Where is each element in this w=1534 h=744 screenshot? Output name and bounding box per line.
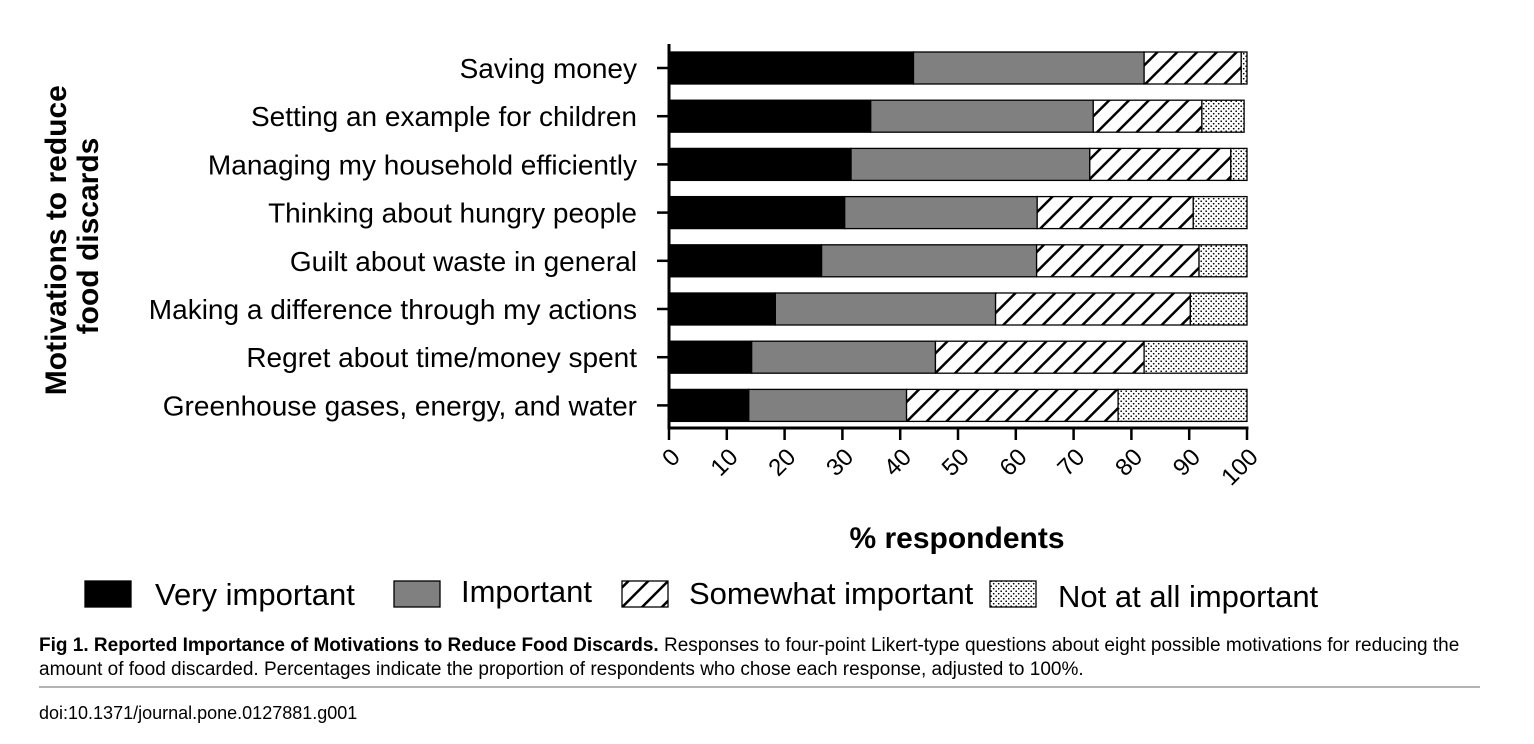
category-label-6: Making a difference through my actions bbox=[149, 294, 637, 325]
bar-somewhat-important-1 bbox=[1143, 51, 1242, 85]
bar-not-at-all-important-2 bbox=[1201, 99, 1245, 133]
bar-somewhat-important-2 bbox=[1092, 99, 1203, 133]
bar-very-important-3 bbox=[668, 147, 852, 182]
bars-layer bbox=[668, 51, 1248, 423]
bar-very-important-6 bbox=[668, 292, 777, 326]
bar-very-important-4 bbox=[668, 195, 846, 230]
x-axis-title: % respondents bbox=[849, 522, 1064, 555]
stacked-bar-chart: Motivations to reduce food discards Savi… bbox=[40, 44, 1319, 614]
category-label-3: Managing my household efficiently bbox=[208, 149, 637, 180]
x-tick-label-70: 70 bbox=[1052, 444, 1090, 482]
bar-important-2 bbox=[870, 99, 1094, 133]
bar-not-at-all-important-5 bbox=[1198, 244, 1248, 278]
category-label-7: Regret about time/money spent bbox=[246, 342, 637, 373]
bar-not-at-all-important-4 bbox=[1192, 195, 1248, 230]
bar-very-important-1 bbox=[668, 51, 915, 85]
legend-swatch-not-at-all-important bbox=[989, 580, 1037, 608]
caption-text: Responses to four-point Likert-type ques… bbox=[39, 635, 1460, 680]
y-axis-title-line-2: food discards bbox=[72, 138, 105, 335]
bar-somewhat-important-3 bbox=[1089, 147, 1232, 182]
legend-swatch-somewhat-important bbox=[621, 580, 669, 608]
axes bbox=[657, 44, 1249, 440]
x-tick-labels: 0 10 20 30 40 50 60 70 80 90 100 bbox=[657, 444, 1264, 491]
bar-somewhat-important-4 bbox=[1036, 195, 1194, 230]
bar-not-at-all-important-3 bbox=[1230, 147, 1248, 182]
bar-important-6 bbox=[774, 292, 997, 326]
bar-somewhat-important-6 bbox=[994, 292, 1192, 326]
category-label-5: Guilt about waste in general bbox=[290, 246, 637, 277]
bar-important-3 bbox=[850, 147, 1091, 182]
bar-very-important-8 bbox=[668, 388, 750, 423]
legend: Very important Important Somewhat importan… bbox=[84, 574, 1319, 614]
bar-not-at-all-important-1 bbox=[1240, 51, 1248, 85]
x-tick-label-90: 90 bbox=[1168, 444, 1206, 482]
bar-important-4 bbox=[844, 195, 1038, 230]
x-tick-label-80: 80 bbox=[1110, 444, 1148, 482]
bar-very-important-2 bbox=[668, 99, 872, 133]
bar-not-at-all-important-8 bbox=[1117, 388, 1248, 423]
x-tick-label-0: 0 bbox=[657, 444, 686, 473]
legend-label-very-important: Very important bbox=[155, 577, 355, 612]
legend-label-not-at-all-important: Not at all important bbox=[1058, 579, 1319, 614]
category-label-2: Setting an example for children bbox=[251, 101, 637, 132]
x-tick-label-40: 40 bbox=[879, 444, 917, 482]
x-tick-label-100: 100 bbox=[1216, 444, 1263, 491]
bar-not-at-all-important-6 bbox=[1189, 292, 1248, 326]
x-tick-label-60: 60 bbox=[995, 444, 1033, 482]
legend-label-important: Important bbox=[461, 574, 592, 609]
legend-label-somewhat-important: Somewhat important bbox=[689, 576, 974, 611]
x-tick-label-50: 50 bbox=[937, 444, 975, 482]
caption-divider bbox=[39, 686, 1480, 688]
bar-important-8 bbox=[748, 388, 908, 423]
legend-swatch-very-important bbox=[84, 580, 132, 608]
category-label-1: Saving money bbox=[460, 53, 637, 84]
bar-not-at-all-important-7 bbox=[1143, 340, 1248, 374]
bar-very-important-7 bbox=[668, 340, 753, 374]
bar-somewhat-important-7 bbox=[934, 340, 1145, 374]
category-labels: Saving money Setting an example for child… bbox=[149, 53, 637, 421]
bar-somewhat-important-8 bbox=[905, 388, 1119, 423]
category-label-4: Thinking about hungry people bbox=[268, 198, 637, 229]
doi-text: doi:10.1371/journal.pone.0127881.g001 bbox=[39, 703, 358, 723]
bar-important-7 bbox=[751, 340, 937, 374]
caption-figure-label: Fig 1. bbox=[39, 635, 89, 656]
x-tick-label-30: 30 bbox=[821, 444, 859, 482]
y-axis-title: Motivations to reduce food discards bbox=[40, 77, 105, 395]
caption-title: Reported Importance of Motivations to Re… bbox=[93, 635, 659, 656]
bar-somewhat-important-5 bbox=[1035, 244, 1200, 278]
x-tick-label-20: 20 bbox=[763, 444, 801, 482]
figure-caption: Fig 1. Reported Importance of Motivation… bbox=[39, 634, 1489, 682]
bar-important-5 bbox=[820, 244, 1038, 278]
y-axis-title-line-1: Motivations to reduce bbox=[40, 85, 73, 395]
legend-swatch-important bbox=[393, 580, 441, 608]
bar-important-1 bbox=[912, 51, 1145, 85]
x-tick-label-10: 10 bbox=[706, 444, 744, 482]
category-label-8: Greenhouse gases, energy, and water bbox=[163, 390, 637, 421]
bar-very-important-5 bbox=[668, 244, 823, 278]
